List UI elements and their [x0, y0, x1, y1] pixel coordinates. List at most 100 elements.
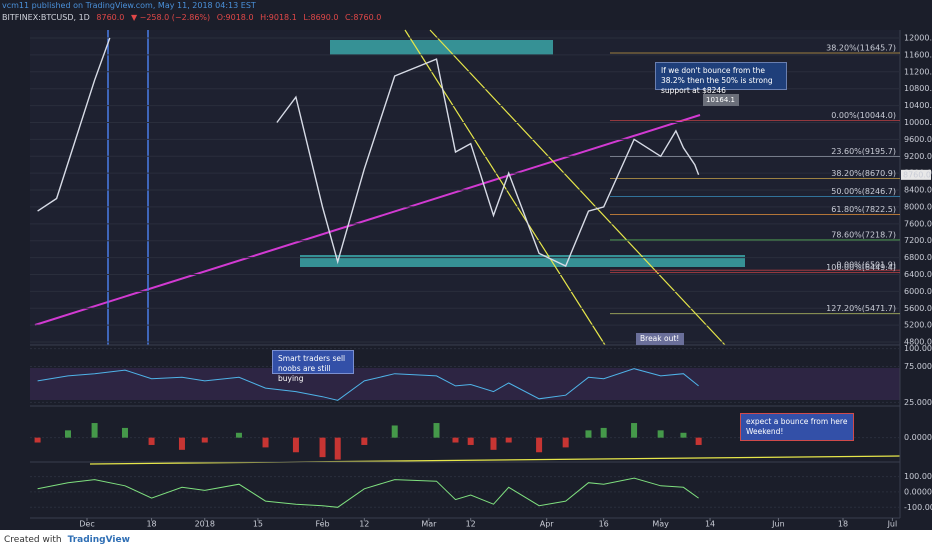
- brand: TradingView: [67, 535, 130, 545]
- y-tick-label: 5600.0: [904, 304, 932, 313]
- trendline: [34, 114, 701, 326]
- y-tick-label: 8000.0: [904, 202, 932, 211]
- last-price: 8760.0: [96, 13, 125, 22]
- histogram-bar: [361, 437, 368, 445]
- author-line: vcm11 published on TradingView.com, May …: [2, 1, 256, 10]
- y-tick-label: 10800.0: [904, 84, 932, 93]
- y-tick-label: 6800.0: [904, 253, 932, 262]
- fib-label: 38.20%(11645.7): [826, 43, 896, 52]
- histogram-bar: [319, 437, 326, 458]
- x-tick-label: 14: [705, 520, 715, 529]
- annotation: Break out!: [636, 333, 684, 345]
- histogram-bar: [585, 430, 592, 438]
- annotation: Smart traders sell noobs are still buyin…: [272, 350, 354, 383]
- x-tick-label: 2018: [195, 520, 215, 529]
- x-tick-label: 15: [253, 520, 263, 529]
- trendline: [404, 29, 606, 346]
- y-tick-label: 12000.0: [904, 34, 932, 43]
- x-tick-label: Dec: [79, 520, 94, 529]
- high: H:9018.1: [260, 13, 297, 22]
- zone: [300, 255, 745, 267]
- histogram-bar: [64, 430, 71, 438]
- y-tick-label: 5200.0: [904, 321, 932, 330]
- fib-label: 61.80%(7822.5): [831, 205, 896, 214]
- fib-label: 0.00%(6501.9): [836, 261, 896, 270]
- price-line: [37, 477, 699, 508]
- histogram-bar: [334, 437, 341, 460]
- fib-label: 50.00%(8246.7): [831, 187, 896, 196]
- x-tick-label: Feb: [315, 520, 329, 529]
- price-line: [37, 368, 699, 401]
- chart: 4800.0 5200.0 5600.0 6000.0 6400.0 6800.0 7200…: [30, 29, 932, 529]
- x-tick-label: 12: [359, 520, 369, 529]
- y-tick-label: 100.0000: [904, 344, 932, 353]
- y-tick-label: 75.0000: [904, 362, 932, 371]
- histogram-bar: [34, 437, 41, 443]
- histogram-bar: [600, 427, 607, 438]
- histogram-bar: [201, 437, 208, 443]
- chart-area: 4800.0 5200.0 5600.0 6000.0 6400.0 6800.0 7200…: [0, 0, 932, 530]
- y-tick-label: 4800.0: [904, 338, 932, 347]
- x-tick-label: Apr: [540, 520, 555, 529]
- y-tick-label: 0.0000: [904, 487, 932, 496]
- y-tick-label: 6000.0: [904, 287, 932, 296]
- histogram-bar: [695, 437, 702, 445]
- x-tick-label: Jul: [887, 520, 898, 529]
- open: O:9018.0: [216, 13, 254, 22]
- price-tag-label: 8760.0: [903, 170, 931, 179]
- histogram-bar: [91, 423, 98, 438]
- histogram-bar: [433, 423, 440, 438]
- price-line: [37, 37, 700, 267]
- histogram-bar: [631, 423, 638, 438]
- trendline: [429, 29, 726, 346]
- price-tag: [901, 169, 931, 180]
- symbol: BITFINEX:BTCUSD, 1D: [2, 13, 90, 22]
- y-tick-label: 25.0000: [904, 398, 932, 407]
- zone: [330, 40, 553, 55]
- histogram-bar: [657, 430, 664, 438]
- rsi-band: [30, 368, 900, 400]
- y-tick-label: 11600.0: [904, 50, 932, 59]
- annotation: If we don't bounce from the 38.2% then t…: [655, 62, 787, 95]
- fib-label: 0.00%(10044.0): [831, 111, 896, 120]
- annotation: expect a bounce from here Weekend!: [740, 413, 854, 441]
- histogram-bar: [467, 437, 474, 445]
- histogram-bar: [391, 425, 398, 438]
- histogram-bar: [292, 437, 299, 453]
- trendline: [89, 455, 901, 465]
- histogram-bar: [178, 437, 185, 450]
- x-tick-label: 18: [838, 520, 848, 529]
- x-tick-label: 12: [466, 520, 476, 529]
- y-tick-label: 6400.0: [904, 270, 932, 279]
- histogram-bar: [148, 437, 155, 445]
- y-tick-label: 10400.0: [904, 101, 932, 110]
- fib-label: 127.20%(5471.7): [826, 304, 896, 313]
- y-tick-label: 100.0000: [904, 472, 932, 481]
- histogram-bar: [235, 432, 242, 438]
- x-tick-label: 16: [599, 520, 609, 529]
- y-tick-label: 10000.0: [904, 118, 932, 127]
- histogram-bar: [262, 437, 269, 448]
- x-tick-label: 18: [146, 520, 156, 529]
- x-tick-label: Jun: [771, 520, 785, 529]
- fib-label: 38.20%(8670.9): [831, 169, 896, 178]
- footer: Created with TradingView: [0, 530, 932, 550]
- annotation: 10164.1: [703, 94, 739, 106]
- symbol-line: BITFINEX:BTCUSD, 1D 8760.0 ▼ −258.0 (−2.…: [2, 13, 385, 22]
- fib-label: 100.00%(6449.4): [826, 263, 896, 272]
- change: ▼ −258.0 (−2.86%): [130, 13, 211, 22]
- x-tick-label: May: [652, 520, 669, 529]
- fib-label: 23.60%(9195.7): [831, 147, 896, 156]
- close: C:8760.0: [345, 13, 382, 22]
- y-tick-label: -100.0000: [904, 503, 932, 512]
- histogram-bar: [490, 437, 497, 450]
- histogram-bar: [505, 437, 512, 443]
- histogram-bar: [680, 432, 687, 438]
- x-tick-label: Mar: [421, 520, 437, 529]
- fib-label: 78.60%(7218.7): [831, 230, 896, 239]
- y-tick-label: 11200.0: [904, 67, 932, 76]
- histogram-bar: [562, 437, 569, 448]
- created-with: Created with: [4, 535, 62, 545]
- histogram-bar: [452, 437, 459, 443]
